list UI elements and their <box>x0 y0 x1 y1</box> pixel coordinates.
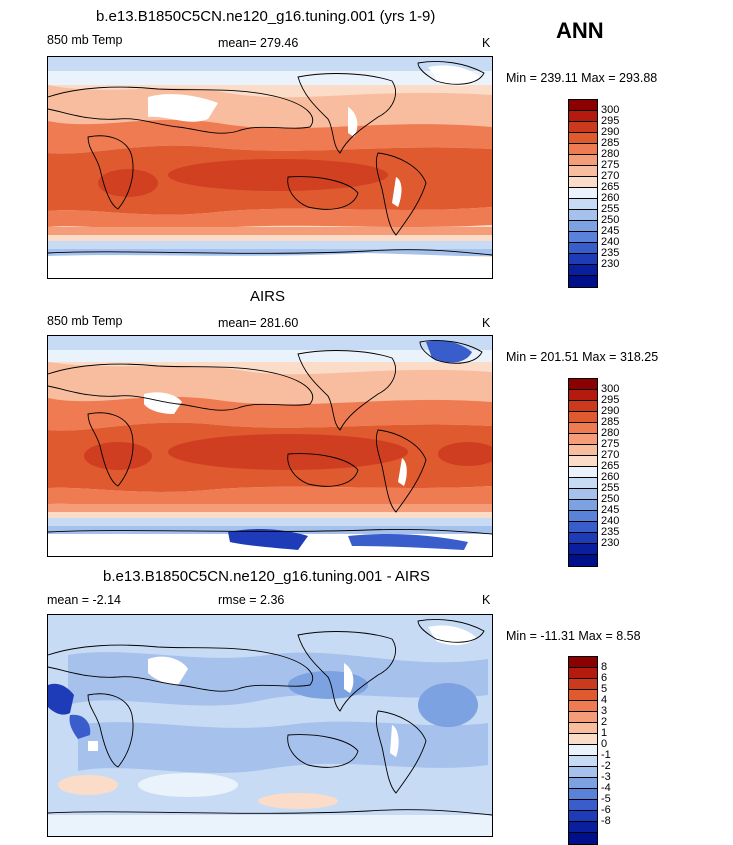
colorbar-tick: -1 <box>601 749 611 761</box>
panel3-units-label: K <box>482 593 491 607</box>
colorbar-tick: 255 <box>601 203 620 215</box>
panel2-variable-label: 850 mb Temp <box>47 314 123 328</box>
colorbar-tick: 260 <box>601 192 620 204</box>
colorbar-tick: 230 <box>601 537 620 549</box>
colorbar-tick: 0 <box>601 738 608 750</box>
panel3-map <box>47 614 493 837</box>
colorbar-tick: 285 <box>601 416 620 428</box>
colorbar-tick: 295 <box>601 394 620 406</box>
colorbar-tick: 275 <box>601 159 620 171</box>
colorbar-tick: -6 <box>601 804 611 816</box>
panel2-minmax-label: Min = 201.51 Max = 318.25 <box>506 350 659 364</box>
panel1-colorbar <box>568 99 598 288</box>
colorbar-tick: 260 <box>601 471 620 483</box>
panel3-title: b.e13.B1850C5CN.ne120_g16.tuning.001 - A… <box>103 568 430 585</box>
colorbar-tick: -8 <box>601 815 611 827</box>
colorbar-tick: -3 <box>601 771 611 783</box>
colorbar-tick: 8 <box>601 661 608 673</box>
colorbar-tick: 250 <box>601 214 620 226</box>
panel2-title: AIRS <box>250 288 286 305</box>
colorbar-tick: 280 <box>601 427 620 439</box>
colorbar-tick: 275 <box>601 438 620 450</box>
panel1-title: b.e13.B1850C5CN.ne120_g16.tuning.001 (yr… <box>96 8 436 25</box>
colorbar-tick: 6 <box>601 672 608 684</box>
panel3-colorbar <box>568 656 598 845</box>
colorbar-tick: 290 <box>601 405 620 417</box>
colorbar-tick: 280 <box>601 148 620 160</box>
colorbar-tick: 265 <box>601 181 620 193</box>
colorbar-tick: 270 <box>601 449 620 461</box>
panel1-units-label: K <box>482 36 491 50</box>
colorbar-tick: 300 <box>601 104 620 116</box>
colorbar-tick: -2 <box>601 760 611 772</box>
colorbar-tick: 255 <box>601 482 620 494</box>
panel3-minmax-label: Min = -11.31 Max = 8.58 <box>506 629 641 643</box>
colorbar-tick: 240 <box>601 236 620 248</box>
colorbar-tick: 300 <box>601 383 620 395</box>
panel2-mean-label: mean= 281.60 <box>218 316 299 330</box>
season-label: ANN <box>556 18 604 43</box>
colorbar-tick: 290 <box>601 126 620 138</box>
colorbar-tick: 230 <box>601 258 620 270</box>
panel2-units-label: K <box>482 316 491 330</box>
colorbar-tick: 235 <box>601 247 620 259</box>
panel3-rmse-label: rmse = 2.36 <box>218 593 285 607</box>
colorbar-tick: 2 <box>601 716 608 728</box>
colorbar-tick: 4 <box>601 694 608 706</box>
colorbar-tick: 285 <box>601 137 620 149</box>
panel1-map <box>47 56 493 279</box>
colorbar-tick: -5 <box>601 793 611 805</box>
panel1-minmax-label: Min = 239.11 Max = 293.88 <box>506 71 658 85</box>
panel1-variable-label: 850 mb Temp <box>47 33 123 47</box>
colorbar-tick: 5 <box>601 683 608 695</box>
colorbar-tick: 1 <box>601 727 608 739</box>
panel1-mean-label: mean= 279.46 <box>218 36 299 50</box>
colorbar-tick: 250 <box>601 493 620 505</box>
panel2-map <box>47 335 493 557</box>
colorbar-tick: 235 <box>601 526 620 538</box>
colorbar-tick: 245 <box>601 225 620 237</box>
colorbar-tick: 295 <box>601 115 620 127</box>
panel3-mean-label: mean = -2.14 <box>47 593 122 607</box>
colorbar-tick: 3 <box>601 705 608 717</box>
panel2-colorbar <box>568 378 598 567</box>
colorbar-tick: 270 <box>601 170 620 182</box>
colorbar-tick: -4 <box>601 782 611 794</box>
colorbar-tick: 245 <box>601 504 620 516</box>
colorbar-tick: 265 <box>601 460 620 472</box>
colorbar-tick: 240 <box>601 515 620 527</box>
